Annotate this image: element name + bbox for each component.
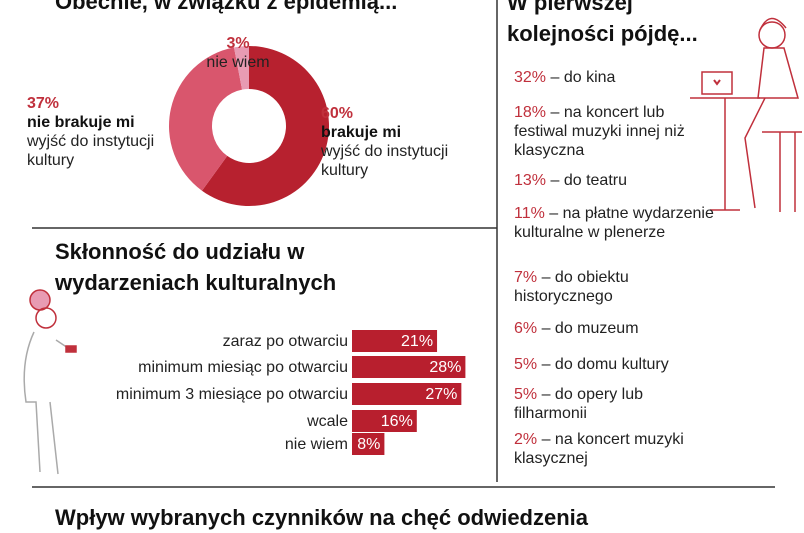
value-label: 16% xyxy=(381,413,413,430)
donut-label: 37% nie brakuje mi wyjść do instytucji kul… xyxy=(27,94,187,170)
illustration-woman-laptop xyxy=(690,17,802,212)
list-percent: 5% xyxy=(514,356,538,373)
category-label: brakuje mi xyxy=(321,124,402,141)
list-percent: 5% xyxy=(514,386,538,403)
category-label: zaraz po otwarciu xyxy=(223,333,348,350)
bar xyxy=(352,433,385,455)
category-label: minimum miesiąc po otwarciu xyxy=(138,359,348,376)
donut-label: 60% brakuje mi wyjść do instytucji kultury xyxy=(321,104,491,180)
list-percent: 2% xyxy=(514,431,538,448)
list-item: 6% – do muzeum xyxy=(514,319,714,338)
category-label: nie brakuje mi xyxy=(27,114,135,131)
donut-slice xyxy=(169,47,243,191)
list-item: 18% – na koncert lub festiwal muzyki inn… xyxy=(514,103,714,160)
list-item: 32% – do kina xyxy=(514,68,714,87)
list-item: 7% – do obiektu historycznego xyxy=(514,268,714,306)
bar xyxy=(352,330,438,352)
list-percent: 32% xyxy=(514,69,547,86)
list-percent: 13% xyxy=(514,172,547,189)
bar xyxy=(352,410,417,432)
value-label: 37% xyxy=(27,95,60,112)
list-item: 11% – na płatne wydarzenie kulturalne w … xyxy=(514,204,714,242)
bar xyxy=(352,383,462,405)
list-item: 13% – do teatru xyxy=(514,171,714,190)
sublabel: wyjść do instytucji kultury xyxy=(27,133,155,169)
list-text: – na płatne wydarzenie kulturalne w plen… xyxy=(514,205,714,241)
list-item: 2% – na koncert muzyki klasycznej xyxy=(514,430,714,468)
list-text: – do obiektu historycznego xyxy=(514,269,629,305)
value-label: 8% xyxy=(357,436,380,453)
list-percent: 6% xyxy=(514,320,538,337)
donut-slice xyxy=(234,46,249,90)
category-label: nie wiem xyxy=(206,54,270,71)
list-percent: 18% xyxy=(514,104,547,121)
bar xyxy=(352,356,466,378)
value-label: 28% xyxy=(429,359,461,376)
list-percent: 7% xyxy=(514,269,538,286)
list-text: – do teatru xyxy=(550,172,627,189)
category-label: minimum 3 miesiące po otwarciu xyxy=(116,386,348,403)
list-item: 5% – do domu kultury xyxy=(514,355,714,374)
section-title: Wpływ wybranych czynników na chęć odwied… xyxy=(55,505,589,530)
list-text: – do kina xyxy=(550,69,616,86)
donut-slice xyxy=(201,46,329,207)
category-label: wcale xyxy=(306,413,348,430)
donut-label: 3% nie wiem xyxy=(195,34,281,72)
illustration-woman-phone xyxy=(23,289,77,475)
list-item: 5% – do opery lub filharmonii xyxy=(514,385,714,423)
list-text: – do muzeum xyxy=(541,320,639,337)
list-text: – do domu kultury xyxy=(541,356,669,373)
list-text: – na koncert lub festiwal muzyki innej n… xyxy=(514,104,685,159)
donut-title: Obecnie, w związku z epidemią... xyxy=(55,0,398,14)
list-title: W pierwszej kolejności pójdę... xyxy=(507,0,698,46)
list-percent: 11% xyxy=(514,205,545,222)
value-label: 3% xyxy=(226,35,250,52)
category-label: nie wiem xyxy=(285,436,348,453)
value-label: 21% xyxy=(401,333,433,350)
list-text: – na koncert muzyki klasycznej xyxy=(514,431,684,467)
value-label: 27% xyxy=(425,386,457,403)
list-text: – do opery lub filharmonii xyxy=(514,386,643,422)
bar-title: Skłonność do udziału w wydarzeniach kult… xyxy=(55,239,337,295)
value-label: 60% xyxy=(321,105,354,122)
sublabel: wyjść do instytucji kultury xyxy=(321,143,449,179)
